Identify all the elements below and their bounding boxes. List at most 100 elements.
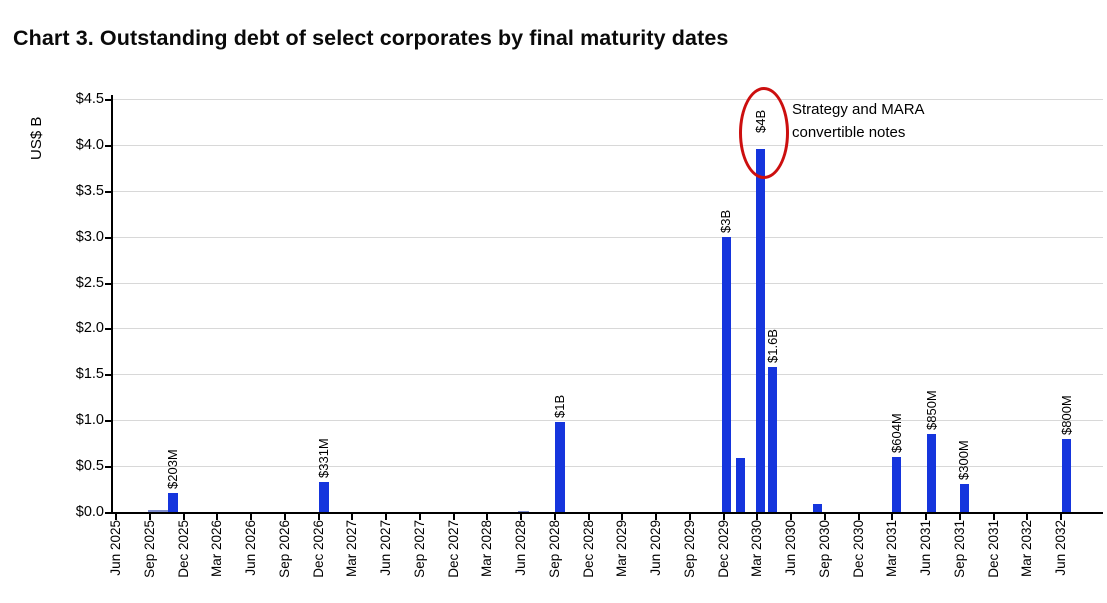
x-tick-mark — [857, 514, 860, 520]
x-tick-label: Sep 2029 — [681, 520, 697, 578]
x-tick-label: Sep 2027 — [411, 520, 427, 578]
x-tick-label: Sep 2026 — [276, 520, 292, 578]
bar — [892, 456, 902, 512]
x-tick-mark — [621, 514, 624, 520]
y-tick-mark — [105, 236, 111, 239]
gridline — [112, 420, 1103, 422]
bar-value-label: $1B — [551, 394, 567, 419]
bar — [735, 457, 745, 512]
bar-value-label: $800M — [1058, 394, 1074, 435]
x-tick-label: Mar 2028 — [479, 520, 495, 578]
x-tick-label: Jun 2030 — [783, 520, 798, 576]
annotation-line: Strategy and MARA — [792, 101, 925, 118]
x-tick-mark — [958, 514, 961, 520]
bar — [167, 493, 178, 512]
gridline — [112, 328, 1103, 330]
x-tick-mark — [452, 514, 455, 520]
x-tick-mark — [756, 514, 759, 520]
x-tick-mark — [992, 514, 995, 520]
x-tick-mark — [790, 514, 792, 520]
x-tick-label: Jun 2027 — [378, 520, 393, 576]
y-tick-mark — [105, 512, 111, 514]
y-tick-label: $2.5 — [75, 274, 104, 291]
y-tick-label: $3.0 — [75, 228, 104, 245]
y-tick-label: $1.0 — [75, 412, 104, 429]
bar — [812, 503, 822, 512]
gridline — [112, 144, 1103, 146]
bar — [768, 366, 778, 512]
x-tick-label: Sep 2025 — [141, 520, 157, 578]
x-tick-mark — [283, 514, 286, 520]
x-tick-label: Sep 2028 — [546, 520, 562, 578]
x-tick-label: Jun 2031 — [918, 520, 933, 576]
chart-title: Chart 3. Outstanding debt of select corp… — [13, 26, 729, 50]
bar-value-label: $1.6B — [764, 329, 780, 363]
x-tick-mark — [520, 514, 522, 520]
x-tick-mark — [655, 514, 657, 520]
x-tick-mark — [216, 514, 219, 520]
x-tick-label: Dec 2030 — [850, 520, 866, 578]
highlight-ellipse — [738, 87, 789, 179]
x-tick-label: Jun 2029 — [648, 520, 663, 576]
gridline — [112, 282, 1103, 284]
y-axis-title: US$ B — [28, 116, 45, 160]
y-tick-mark — [105, 144, 111, 147]
bar — [554, 422, 565, 512]
gridline — [112, 190, 1103, 192]
x-tick-mark — [891, 514, 894, 520]
x-tick-label: Jun 2026 — [243, 520, 258, 576]
x-tick-label: Dec 2025 — [175, 520, 191, 578]
x-tick-label: Dec 2028 — [580, 520, 596, 578]
gridline — [112, 98, 1103, 100]
bar — [959, 484, 969, 512]
x-tick-mark — [317, 514, 320, 520]
x-tick-mark — [587, 514, 590, 520]
bar — [318, 481, 329, 512]
x-tick-label: Sep 2031 — [951, 520, 967, 578]
x-tick-mark — [1026, 514, 1029, 520]
bar — [927, 433, 936, 512]
x-tick-label: Mar 2027 — [344, 520, 360, 578]
y-tick-mark — [105, 328, 111, 331]
x-tick-label: Mar 2029 — [614, 520, 630, 578]
y-tick-label: $2.0 — [75, 320, 104, 337]
gridline — [112, 466, 1103, 468]
bar — [756, 149, 766, 512]
x-tick-mark — [1060, 514, 1062, 520]
x-tick-mark — [250, 514, 252, 520]
bar-value-label: $850M — [923, 390, 939, 430]
x-tick-mark — [385, 514, 387, 520]
y-tick-label: $0.5 — [75, 458, 104, 475]
y-tick-mark — [105, 420, 111, 423]
x-tick-label: Mar 2032 — [1019, 520, 1035, 578]
y-tick-label: $0.0 — [75, 504, 104, 520]
bar-value-label: $203M — [164, 449, 180, 490]
y-tick-label: $1.5 — [75, 366, 104, 383]
bar — [147, 510, 170, 512]
x-tick-label: Dec 2026 — [310, 520, 326, 578]
x-axis-line — [110, 512, 1103, 514]
y-axis-line — [111, 95, 113, 514]
gridline — [112, 374, 1103, 376]
x-tick-label: Mar 2031 — [884, 520, 900, 578]
x-tick-mark — [722, 514, 725, 520]
x-tick-label: Dec 2029 — [715, 520, 731, 578]
y-tick-label: $3.5 — [75, 182, 104, 199]
x-tick-label: Jun 2028 — [513, 520, 528, 576]
y-tick-mark — [105, 374, 111, 377]
y-tick-label: $4.0 — [75, 136, 104, 153]
y-tick-mark — [105, 98, 111, 101]
bar-value-label: $300M — [956, 440, 972, 481]
y-tick-mark — [105, 282, 111, 285]
bar-value-label: $3B — [718, 209, 733, 233]
gridline — [112, 236, 1103, 238]
bar — [1062, 438, 1071, 512]
y-tick-mark — [105, 190, 111, 193]
annotation-text: Strategy and MARA convertible notes — [792, 98, 925, 144]
x-tick-label: Mar 2026 — [209, 520, 225, 578]
x-tick-mark — [925, 514, 927, 520]
x-tick-mark — [418, 514, 421, 520]
x-tick-mark — [688, 514, 691, 520]
bar — [721, 236, 731, 512]
